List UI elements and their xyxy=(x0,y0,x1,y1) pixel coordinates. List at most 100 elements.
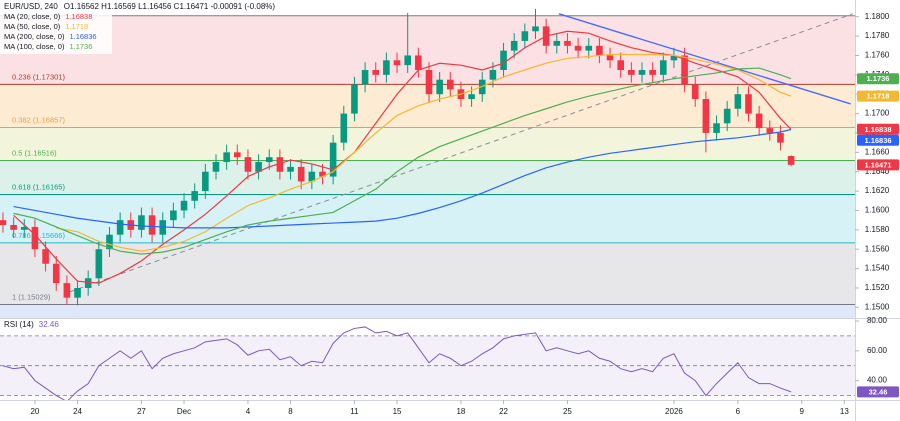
candle-body xyxy=(52,263,60,284)
trend-line xyxy=(69,13,854,293)
candle-body xyxy=(340,113,348,143)
price-tags: 1.1736 1.1718 1.16838 1.16836 1.16471 32.46 xyxy=(857,73,899,398)
candle-body xyxy=(436,79,443,95)
y-tick-label: 1.1580 xyxy=(865,225,890,234)
candle-body xyxy=(755,113,763,129)
candle-body xyxy=(617,60,624,70)
y-tick-label: 1.1600 xyxy=(865,206,890,215)
x-tick-label: 13 xyxy=(840,407,849,416)
candle-body xyxy=(329,142,337,177)
candle-body xyxy=(468,94,475,100)
candle-body xyxy=(745,94,752,114)
candle-body xyxy=(95,249,103,279)
trend-line xyxy=(558,13,851,105)
chart-title: EUR/USD, 240 xyxy=(4,2,58,11)
candle-body xyxy=(372,70,380,75)
ma-line xyxy=(13,67,792,255)
price-pane xyxy=(0,8,854,306)
candle-body xyxy=(393,60,401,66)
candle-body xyxy=(723,108,731,124)
x-tick-label: 15 xyxy=(393,407,402,416)
x-tick-label: 24 xyxy=(73,407,82,416)
candle-body xyxy=(564,40,571,46)
legend-name: MA (50, close, 0) xyxy=(4,22,61,31)
rsi-line xyxy=(2,326,792,400)
candle-body xyxy=(521,31,529,41)
fib-band xyxy=(0,194,855,243)
y-tick-label: 1.1500 xyxy=(865,302,890,311)
candle-body xyxy=(425,70,433,95)
rsi-title: RSI (14) xyxy=(4,320,34,329)
rsi-value: 32.46 xyxy=(39,320,60,329)
price-background: 0.236 (1.17301) 0.382 (1.16857) 0.5 (1.165… xyxy=(0,15,855,318)
candle-body xyxy=(702,99,710,133)
candle-body xyxy=(574,45,582,51)
legend-name: MA (100, close, 0) xyxy=(4,42,65,51)
x-tick-label: 4 xyxy=(246,407,251,416)
candle-body xyxy=(446,79,454,90)
x-tick-label: 22 xyxy=(499,407,508,416)
candle-body xyxy=(606,55,614,61)
candle-body xyxy=(361,70,369,85)
rsi-tag xyxy=(857,386,899,398)
rsi-tag-label: 32.46 xyxy=(869,387,888,396)
candle-body xyxy=(106,234,113,250)
candle-body xyxy=(638,70,646,75)
fib-label: 0.618 (1.16165) xyxy=(12,182,65,191)
price-tag xyxy=(857,134,899,146)
price-tag-label: 1.16836 xyxy=(864,136,891,145)
candle-body xyxy=(681,55,688,85)
candle-body xyxy=(415,55,422,70)
candle-body xyxy=(255,162,262,172)
legend-value: 1.16836 xyxy=(69,32,96,41)
candle-body xyxy=(244,157,252,172)
y-tick-label: 1.1540 xyxy=(865,264,890,273)
candle-body xyxy=(42,249,49,264)
legend: RSI (14) EUR/USD, 240 O1.16562 H1.16569 L… xyxy=(0,2,275,329)
candle-body xyxy=(659,60,667,75)
ma-line xyxy=(13,128,792,229)
legend-box xyxy=(0,12,112,54)
ohlc-header: O1.16562 H1.16569 L1.16456 C1.16471 -0.0… xyxy=(64,2,276,11)
y-tick-label: 1.1780 xyxy=(865,31,890,40)
candle-body xyxy=(138,215,145,230)
candle-body xyxy=(628,70,635,75)
candle-body xyxy=(500,50,507,70)
candle-body xyxy=(351,84,358,114)
legend-value: 1.1718 xyxy=(65,22,88,31)
x-tick-label: 9 xyxy=(800,407,805,416)
x-tick-label: 18 xyxy=(456,407,465,416)
candle-body xyxy=(404,55,411,66)
candle-body xyxy=(489,70,497,80)
fib-band xyxy=(0,242,855,305)
y-tick-label: 1.1700 xyxy=(865,109,890,118)
x-tick-label: 2026 xyxy=(665,407,683,416)
candle-body xyxy=(777,132,784,143)
price-tag-label: 1.1718 xyxy=(867,92,890,101)
candle-body xyxy=(532,26,539,32)
candle-body xyxy=(116,220,124,235)
x-tick-label: 11 xyxy=(350,407,359,416)
candle-body xyxy=(766,128,774,133)
fib-label: 0.786 (1.15666) xyxy=(12,231,65,240)
price-tag xyxy=(857,159,899,171)
y-tick-label: 1.1640 xyxy=(865,167,890,176)
ma-line xyxy=(56,53,792,252)
rsi-pane xyxy=(0,326,855,400)
candle-body xyxy=(276,157,284,172)
y-tick-label: 1.1560 xyxy=(865,244,890,253)
price-tag-label: 1.1736 xyxy=(867,74,890,83)
candle-body xyxy=(510,40,518,51)
x-tick-label: Dec xyxy=(177,407,191,416)
fib-label: 0.382 (1.16857) xyxy=(12,115,65,124)
candle-body xyxy=(319,171,326,177)
candle-body xyxy=(787,156,795,165)
y-tick-label: 1.1620 xyxy=(865,186,890,195)
rsi-y-tick-label: 80.00 xyxy=(867,316,888,325)
candle-body xyxy=(691,84,699,100)
fib-label: 0.236 (1.17301) xyxy=(12,72,65,81)
candle-body xyxy=(84,278,92,288)
y-tick-label: 1.1520 xyxy=(865,283,890,292)
fib-band xyxy=(0,127,855,161)
